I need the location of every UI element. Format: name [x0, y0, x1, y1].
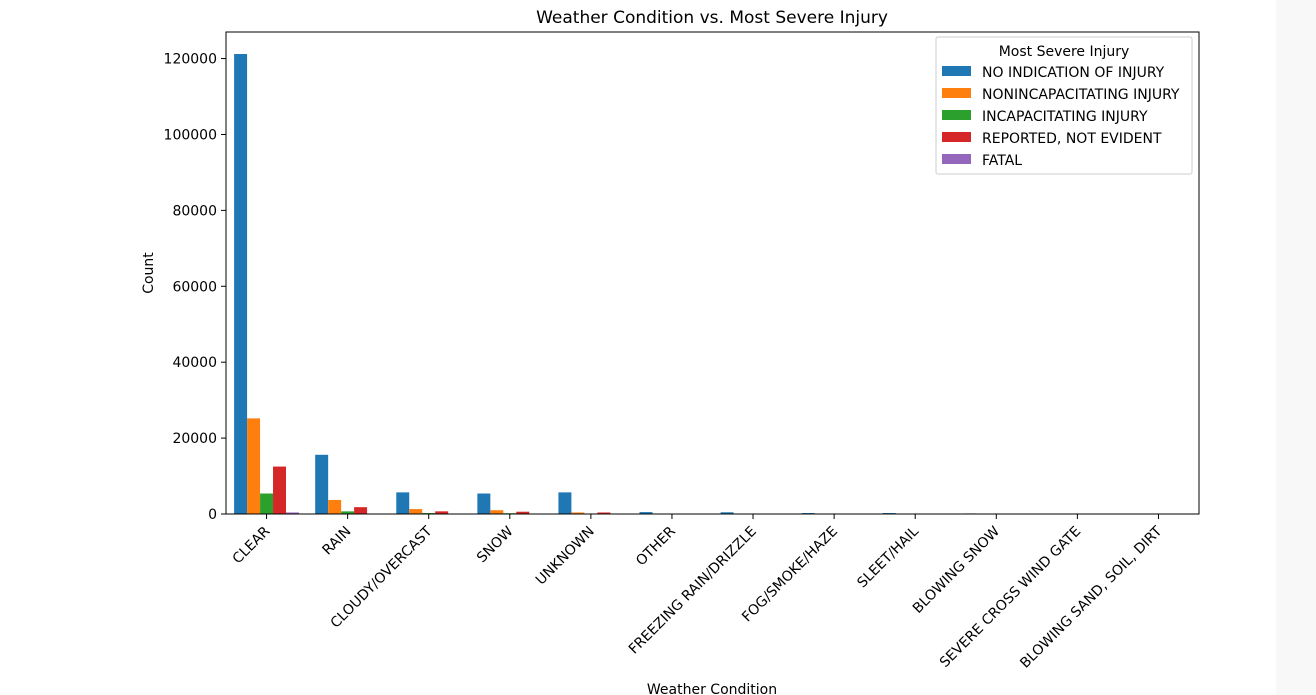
- bar: [234, 54, 248, 514]
- bar: [247, 418, 261, 514]
- x-tick-label: UNKNOWN: [533, 524, 598, 589]
- y-tick-label: 0: [208, 507, 217, 523]
- x-tick-label: FREEZING RAIN/DRIZZLE: [626, 524, 760, 658]
- y-tick-label: 40000: [172, 355, 217, 371]
- bar: [286, 512, 299, 514]
- legend-entry: NO INDICATION OF INJURY: [982, 65, 1165, 81]
- legend-swatch: [942, 110, 971, 120]
- bar: [558, 492, 572, 514]
- y-tick-label: 60000: [172, 279, 217, 295]
- bar: [354, 507, 368, 514]
- x-tick-label: RAIN: [320, 524, 355, 559]
- y-tick-label: 20000: [172, 431, 217, 447]
- bar: [720, 512, 734, 514]
- bar: [273, 466, 286, 514]
- x-tick-label: BLOWING SNOW: [910, 523, 1003, 616]
- y-axis-title: Count: [141, 252, 157, 294]
- legend-swatch: [942, 132, 971, 142]
- bar: [639, 512, 653, 514]
- x-tick-label: SNOW: [474, 523, 517, 566]
- y-tick-label: 100000: [164, 127, 217, 143]
- x-axis-title: Weather Condition: [647, 682, 777, 695]
- x-tick-label: BLOWING SAND, SOIL, DIRT: [1017, 523, 1165, 671]
- y-tick-label: 80000: [172, 203, 217, 219]
- legend-swatch: [942, 66, 971, 76]
- bar: [490, 510, 504, 514]
- bar: [516, 511, 530, 514]
- legend-entry: INCAPACITATING INJURY: [982, 109, 1148, 125]
- page-edge-strip: [1276, 0, 1316, 695]
- legend-frame: [935, 36, 1193, 175]
- x-tick-label: CLEAR: [230, 523, 274, 567]
- bar: [396, 492, 410, 514]
- x-tick-label: SEVERE CROSS WIND GATE: [937, 524, 1084, 671]
- bar: [571, 512, 585, 514]
- y-tick-label: 120000: [164, 52, 217, 68]
- bar: [597, 512, 611, 514]
- legend-swatch: [942, 154, 971, 164]
- bar: [260, 493, 274, 514]
- legend: Most Severe Injury NO INDICATION OF INJUR…: [935, 36, 1193, 175]
- bar: [341, 511, 355, 514]
- legend-entry: REPORTED, NOT EVIDENT: [982, 131, 1162, 147]
- bar: [477, 493, 491, 514]
- bar: [409, 509, 423, 514]
- x-tick-label: OTHER: [633, 523, 679, 569]
- x-tick-label: SLEET/HAIL: [854, 523, 922, 591]
- plot-frame: [225, 31, 1200, 515]
- chart-title: Weather Condition vs. Most Severe Injury: [536, 8, 888, 28]
- bar: [315, 454, 329, 514]
- bar: [328, 499, 342, 514]
- legend-title: Most Severe Injury: [999, 44, 1130, 60]
- legend-entry: NONINCAPACITATING INJURY: [982, 87, 1180, 103]
- bar: [435, 511, 449, 514]
- legend-entry: FATAL: [982, 153, 1022, 169]
- legend-swatch: [942, 88, 971, 98]
